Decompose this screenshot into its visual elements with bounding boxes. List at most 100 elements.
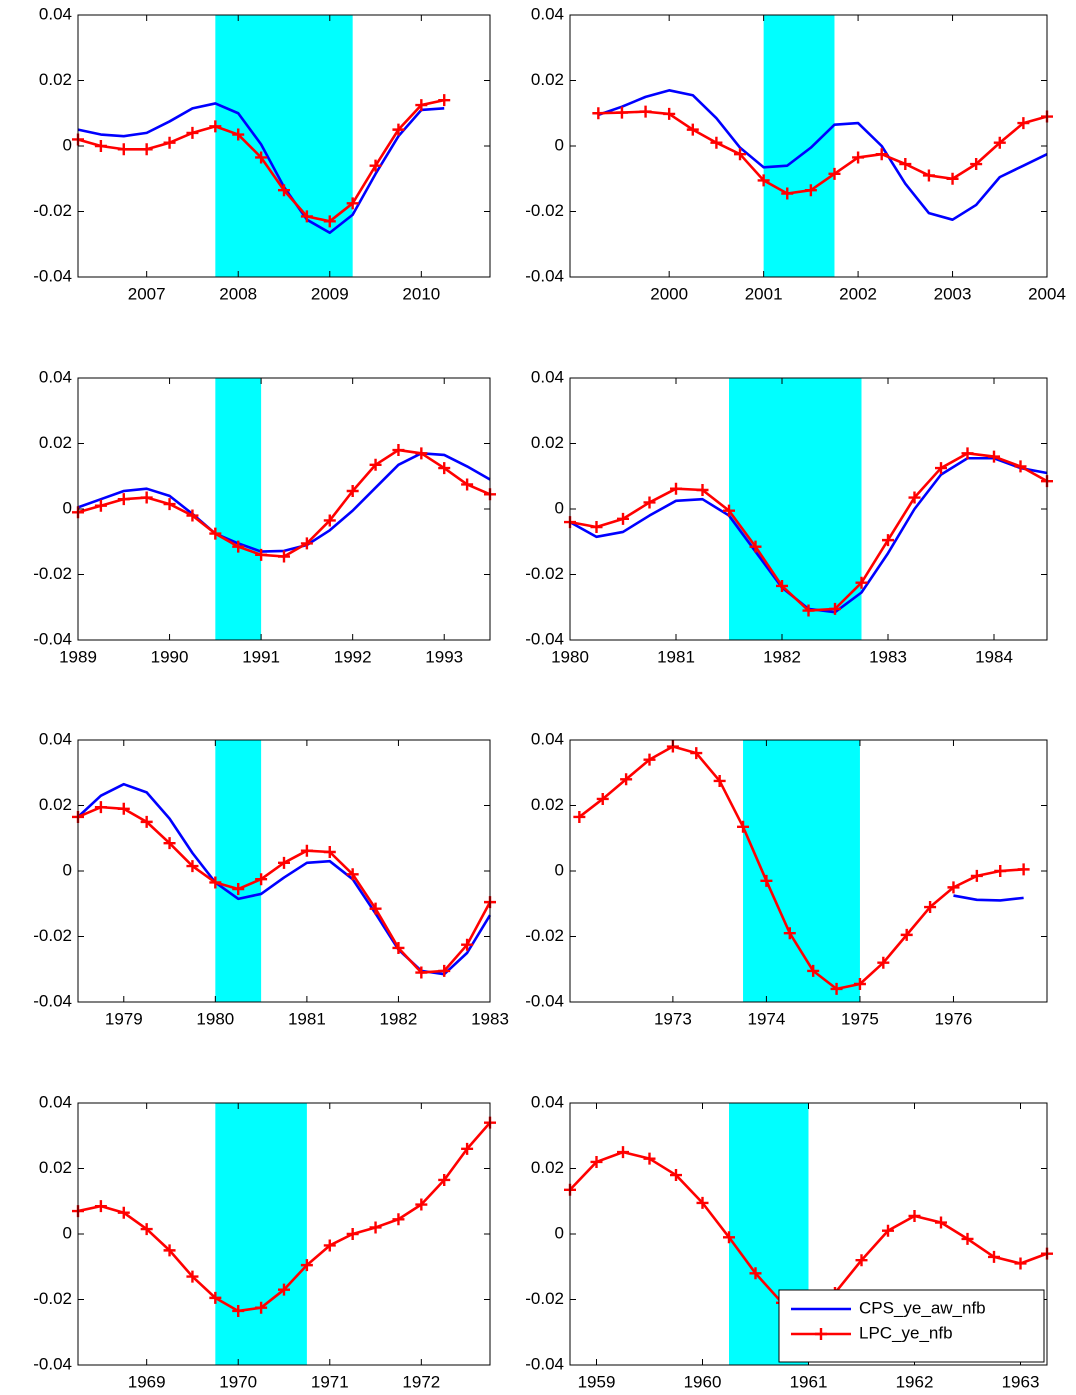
x-tick-label: 1974 (747, 1009, 785, 1028)
marker (620, 773, 633, 786)
marker (970, 158, 983, 171)
series-line (597, 89, 1048, 221)
marker (163, 837, 176, 850)
marker (639, 105, 652, 118)
y-tick-label: 0.02 (531, 795, 564, 814)
marker (686, 123, 699, 136)
panel: 0.04 0.02 0 -0.02 -0.04 2000 2001 2002 2003 2004 (525, 4, 1066, 303)
marker (163, 1244, 176, 1257)
marker (723, 1231, 735, 1244)
panel: 0.04 0.02 0 -0.02 -0.04 1959 1960 1961 1962 1963 C… (525, 1092, 1053, 1391)
x-tick-label: 1982 (763, 647, 801, 666)
x-tick-label: 2008 (219, 284, 257, 303)
y-tick-label: 0 (63, 498, 72, 517)
y-tick-label: 0.04 (531, 729, 564, 748)
series-line (77, 102, 445, 235)
x-tick-label: 1984 (975, 647, 1013, 666)
y-tick-label: 0 (555, 860, 564, 879)
marker (855, 576, 868, 589)
y-tick-label: 0.02 (39, 433, 72, 452)
x-tick-label: 2003 (934, 284, 972, 303)
x-tick-label: 1969 (128, 1372, 166, 1391)
marker (988, 1250, 1000, 1263)
x-tick-label: 2002 (839, 284, 877, 303)
marker (573, 810, 586, 823)
marker (232, 1304, 245, 1317)
marker (232, 128, 245, 141)
marker (209, 120, 222, 133)
marker (186, 860, 199, 873)
shaded-period (215, 740, 262, 1002)
marker (140, 143, 153, 156)
marker (369, 458, 382, 471)
plot-background (78, 378, 490, 640)
marker (696, 484, 709, 497)
x-tick-label: 1979 (105, 1009, 143, 1028)
marker (140, 815, 153, 828)
marker (615, 106, 628, 119)
x-tick-label: 1973 (654, 1009, 692, 1028)
legend-label: LPC_ye_nfb (859, 1323, 953, 1342)
x-tick-label: 1961 (790, 1372, 828, 1391)
marker (278, 1283, 290, 1296)
y-tick-label: 0.02 (39, 70, 72, 89)
x-tick-label: 1960 (684, 1372, 722, 1391)
panel: 0.04 0.02 0 -0.02 -0.04 1969 1970 1971 1972 (33, 1092, 496, 1391)
marker (278, 184, 290, 197)
marker (802, 604, 815, 617)
marker (346, 868, 359, 881)
x-tick-label: 1980 (551, 647, 589, 666)
y-tick-label: 0.02 (39, 795, 72, 814)
legend-box (778, 1289, 1045, 1363)
marker (670, 1169, 682, 1182)
y-tick-label: 0 (555, 135, 564, 154)
y-tick-label: -0.02 (525, 926, 564, 945)
marker (877, 956, 890, 969)
marker (830, 982, 843, 995)
x-tick-label: 1972 (402, 1372, 440, 1391)
y-tick-label: -0.02 (33, 201, 72, 220)
marker (710, 136, 723, 149)
marker (961, 447, 974, 460)
marker (993, 136, 1006, 149)
marker (617, 1146, 629, 1159)
series-line (578, 745, 1024, 991)
marker (209, 1291, 222, 1304)
marker (734, 148, 747, 161)
y-tick-label: 0.02 (531, 70, 564, 89)
x-tick-label: 1963 (1002, 1372, 1040, 1391)
marker (415, 1198, 428, 1211)
marker (643, 496, 656, 509)
y-tick-label: -0.04 (33, 629, 72, 648)
shaded-period (215, 378, 262, 640)
marker (643, 1152, 656, 1165)
marker (663, 107, 676, 120)
marker (415, 447, 428, 460)
y-tick-label: 0.04 (39, 367, 72, 386)
marker (323, 514, 336, 527)
y-tick-label: -0.04 (525, 991, 564, 1010)
marker (461, 1142, 474, 1155)
marker (596, 792, 609, 805)
marker (255, 151, 268, 164)
x-tick-label: 1975 (841, 1009, 879, 1028)
marker (415, 99, 428, 112)
marker (438, 1173, 451, 1186)
marker (723, 504, 735, 517)
marker (1014, 460, 1027, 473)
y-tick-label: 0 (63, 135, 72, 154)
marker (346, 1228, 359, 1240)
x-tick-label: 1976 (935, 1009, 973, 1028)
marker (643, 753, 656, 766)
marker (392, 1213, 405, 1226)
marker (140, 491, 153, 504)
marker (392, 444, 405, 457)
marker (392, 123, 405, 136)
marker (186, 1270, 199, 1283)
marker (117, 802, 130, 815)
marker (94, 801, 107, 814)
marker (924, 901, 937, 914)
y-tick-label: 0.04 (39, 4, 72, 23)
